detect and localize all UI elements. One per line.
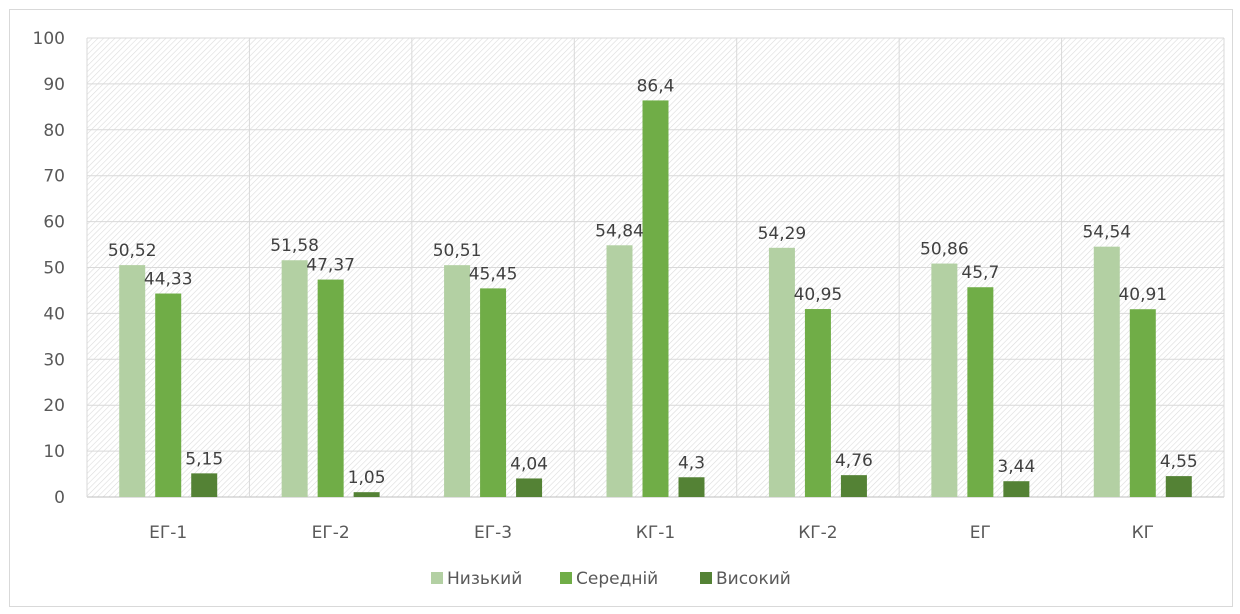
legend-swatch — [431, 572, 443, 584]
data-label: 4,04 — [510, 454, 548, 474]
bar — [1094, 247, 1120, 497]
bar — [516, 478, 542, 497]
y-tick-label: 80 — [43, 121, 65, 141]
data-label: 51,58 — [270, 236, 319, 256]
bar — [444, 265, 470, 497]
y-tick-label: 100 — [33, 29, 65, 49]
bar — [480, 288, 506, 497]
data-label: 3,44 — [997, 457, 1035, 477]
data-label: 50,51 — [433, 241, 482, 261]
legend-label: Високий — [716, 569, 791, 589]
x-tick-label: ЕГ — [970, 523, 991, 543]
data-label: 50,86 — [920, 240, 969, 260]
bar — [1166, 476, 1192, 497]
bar — [805, 309, 831, 497]
y-tick-label: 60 — [43, 213, 65, 233]
data-label: 45,45 — [469, 264, 518, 284]
data-label: 50,52 — [108, 241, 157, 261]
x-tick-label: ЕГ-2 — [312, 523, 350, 543]
data-label: 4,76 — [835, 451, 873, 471]
bar — [282, 260, 308, 497]
bar — [769, 248, 795, 497]
bar — [607, 245, 633, 497]
y-tick-label: 20 — [43, 396, 65, 416]
legend-swatch — [560, 572, 572, 584]
y-tick-label: 70 — [43, 167, 65, 187]
bar — [931, 264, 957, 497]
data-label: 1,05 — [348, 468, 386, 488]
y-tick-label: 0 — [54, 488, 65, 508]
data-label: 40,95 — [794, 285, 843, 305]
y-tick-label: 40 — [43, 304, 65, 324]
y-tick-label: 10 — [43, 442, 65, 462]
bar — [1003, 481, 1029, 497]
bar — [967, 287, 993, 497]
bar — [119, 265, 145, 497]
y-tick-label: 30 — [43, 350, 65, 370]
bar — [1130, 309, 1156, 497]
bar — [191, 473, 217, 497]
bar — [354, 492, 380, 497]
legend-item: Середній — [560, 569, 658, 589]
data-label: 4,3 — [678, 453, 705, 473]
y-tick-label: 90 — [43, 75, 65, 95]
data-label: 54,54 — [1082, 223, 1131, 243]
y-tick-label: 50 — [43, 259, 65, 279]
bar — [679, 477, 705, 497]
data-label: 54,84 — [595, 221, 644, 241]
legend-label: Середній — [576, 569, 658, 589]
x-tick-label: КГ-2 — [798, 523, 837, 543]
legend-item: Низький — [431, 569, 522, 589]
legend-item: Високий — [700, 569, 791, 589]
bar — [155, 294, 181, 497]
x-tick-label: КГ-1 — [636, 523, 675, 543]
bar — [318, 280, 344, 497]
legend-swatch — [700, 572, 712, 584]
data-label: 40,91 — [1118, 285, 1167, 305]
bar — [841, 475, 867, 497]
data-label: 44,33 — [144, 270, 193, 290]
data-label: 54,29 — [758, 224, 807, 244]
x-tick-label: КГ — [1132, 523, 1154, 543]
legend-label: Низький — [447, 569, 522, 589]
data-label: 86,4 — [637, 76, 675, 96]
data-label: 4,55 — [1160, 452, 1198, 472]
data-label: 47,37 — [306, 256, 355, 276]
bar — [643, 100, 669, 497]
data-label: 45,7 — [961, 263, 999, 283]
x-tick-label: ЕГ-1 — [149, 523, 187, 543]
legend: Низький Середній Високий — [431, 569, 791, 589]
data-label: 5,15 — [185, 449, 223, 469]
x-tick-label: ЕГ-3 — [474, 523, 512, 543]
